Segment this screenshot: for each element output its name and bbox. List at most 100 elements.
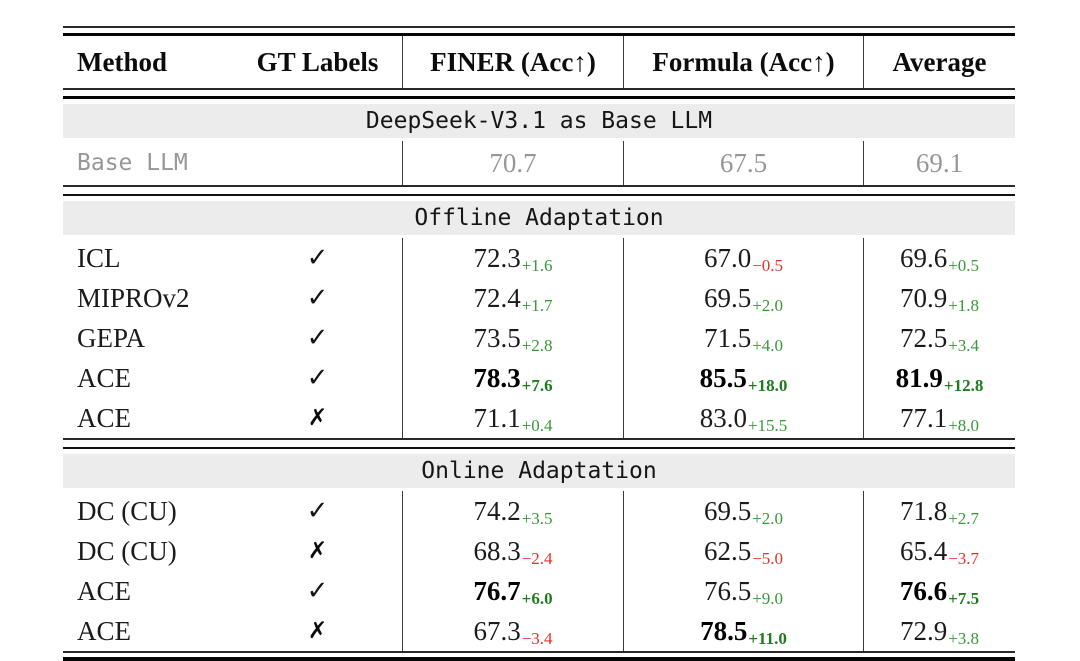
delta: +0.4 <box>521 415 553 435</box>
method-cell: ACE <box>77 575 131 606</box>
section-banner-online: Online Adaptation <box>63 454 1015 488</box>
value: 72.3 <box>473 242 521 273</box>
section-banner-offline: Offline Adaptation <box>63 201 1015 235</box>
table-row-gepa: GEPA ✓ 73.5 +2.8 71.5 +4.0 72.5 +3.4 <box>63 318 1015 358</box>
table-header-row: Method GT Labels FINER (Acc↑) Formula (A… <box>63 36 1015 88</box>
finer-cell: 74.2 +3.5 <box>402 491 623 531</box>
method-cell: GEPA <box>77 322 146 353</box>
delta: +8.0 <box>948 415 980 435</box>
check-icon: ✓ <box>306 363 329 392</box>
finer-cell: 71.1 +0.4 <box>402 398 623 438</box>
table-row-icl: ICL ✓ 72.3 +1.6 67.0 −0.5 69.6 +0.5 <box>63 238 1015 278</box>
finer-cell: 73.5 +2.8 <box>402 318 623 358</box>
average-cell: 72.5 +3.4 <box>863 318 1015 358</box>
delta: +11.0 <box>748 628 787 648</box>
delta: −5.0 <box>752 548 784 568</box>
table-row-dc-cu-gt: DC (CU) ✓ 74.2 +3.5 69.5 +2.0 71.8 +2.7 <box>63 491 1015 531</box>
value: 65.4 <box>899 535 948 566</box>
gt-cell: ✓ <box>233 238 402 278</box>
header-rule <box>63 88 1015 99</box>
average-cell: 72.9 +3.8 <box>863 611 1015 651</box>
value: 70.7 <box>489 147 537 178</box>
value: 70.9 <box>899 282 948 313</box>
value: 69.5 <box>703 495 752 526</box>
method-cell: DC (CU) <box>77 535 177 566</box>
table-row-ace-online-gt: ACE ✓ 76.7 +6.0 76.5 +9.0 76.6 +7.5 <box>63 571 1015 611</box>
value: 77.1 <box>899 402 948 433</box>
value: 76.7 <box>473 575 521 606</box>
check-icon: ✓ <box>306 243 329 272</box>
formula-cell: 67.5 <box>623 141 863 185</box>
delta: −2.4 <box>521 548 553 568</box>
delta: +0.5 <box>948 255 980 275</box>
section-banner-base-llm: DeepSeek-V3.1 as Base LLM <box>63 104 1015 138</box>
value: 83.0 <box>699 402 747 433</box>
delta: +7.6 <box>521 375 553 395</box>
delta: +1.8 <box>948 295 980 315</box>
value: 74.2 <box>473 495 521 526</box>
formula-cell: 69.5 +2.0 <box>623 278 863 318</box>
header-gt-labels: GT Labels <box>256 46 379 77</box>
delta: +6.0 <box>521 588 553 608</box>
delta: −3.7 <box>948 548 980 568</box>
value: 69.1 <box>915 147 964 178</box>
value: 72.5 <box>899 322 948 353</box>
value: 67.3 <box>473 615 521 646</box>
method-cell: DC (CU) <box>77 495 177 526</box>
delta: +2.8 <box>521 335 553 355</box>
delta: +3.5 <box>521 508 553 528</box>
results-table: Method GT Labels FINER (Acc↑) Formula (A… <box>63 26 1015 661</box>
formula-cell: 76.5 +9.0 <box>623 571 863 611</box>
table-row-ace-gt: ACE ✓ 78.3 +7.6 85.5 +18.0 81.9 +12.8 <box>63 358 1015 398</box>
method-cell: ICL <box>77 242 121 273</box>
method-cell: ACE <box>77 615 131 646</box>
value: 69.5 <box>703 282 752 313</box>
gt-cell: ✓ <box>233 571 402 611</box>
method-cell: MIPROv2 <box>77 282 190 313</box>
value: 71.5 <box>703 322 752 353</box>
value: 76.6 <box>899 575 948 606</box>
delta: +12.8 <box>943 375 984 395</box>
finer-cell: 78.3 +7.6 <box>402 358 623 398</box>
section-rule <box>63 438 1015 449</box>
value: 81.9 <box>895 362 943 393</box>
section-rule <box>63 185 1015 196</box>
value: 68.3 <box>473 535 521 566</box>
value: 62.5 <box>703 535 752 566</box>
delta: +9.0 <box>752 588 784 608</box>
formula-cell: 85.5 +18.0 <box>623 358 863 398</box>
average-cell: 81.9 +12.8 <box>863 358 1015 398</box>
gt-cell: ✗ <box>233 398 402 438</box>
method-cell: ACE <box>77 402 131 433</box>
gt-cell <box>233 141 402 185</box>
value: 78.3 <box>473 362 521 393</box>
header-finer: FINER (Acc↑) <box>402 36 623 88</box>
header-formula: Formula (Acc↑) <box>623 36 863 88</box>
average-cell: 69.6 +0.5 <box>863 238 1015 278</box>
delta: +1.6 <box>521 255 553 275</box>
average-cell: 70.9 +1.8 <box>863 278 1015 318</box>
gt-cell: ✓ <box>233 278 402 318</box>
value: 73.5 <box>473 322 521 353</box>
check-icon: ✓ <box>306 323 329 352</box>
delta: +2.7 <box>948 508 980 528</box>
finer-cell: 67.3 −3.4 <box>402 611 623 651</box>
formula-cell: 71.5 +4.0 <box>623 318 863 358</box>
finer-cell: 72.4 +1.7 <box>402 278 623 318</box>
check-icon: ✓ <box>306 576 329 605</box>
finer-cell: 72.3 +1.6 <box>402 238 623 278</box>
delta: +1.7 <box>521 295 553 315</box>
cross-icon: ✗ <box>307 538 328 564</box>
value: 71.1 <box>473 402 521 433</box>
header-average: Average <box>863 36 1015 88</box>
average-cell: 65.4 −3.7 <box>863 531 1015 571</box>
formula-cell: 83.0 +15.5 <box>623 398 863 438</box>
gt-cell: ✓ <box>233 318 402 358</box>
value: 72.4 <box>473 282 521 313</box>
delta: +3.4 <box>948 335 980 355</box>
method-cell: Base LLM <box>77 150 188 176</box>
delta: +4.0 <box>752 335 784 355</box>
table-row-miprov2: MIPROv2 ✓ 72.4 +1.7 69.5 +2.0 70.9 +1.8 <box>63 278 1015 318</box>
table-row-dc-cu-nogt: DC (CU) ✗ 68.3 −2.4 62.5 −5.0 65.4 −3.7 <box>63 531 1015 571</box>
top-rule <box>63 26 1015 36</box>
